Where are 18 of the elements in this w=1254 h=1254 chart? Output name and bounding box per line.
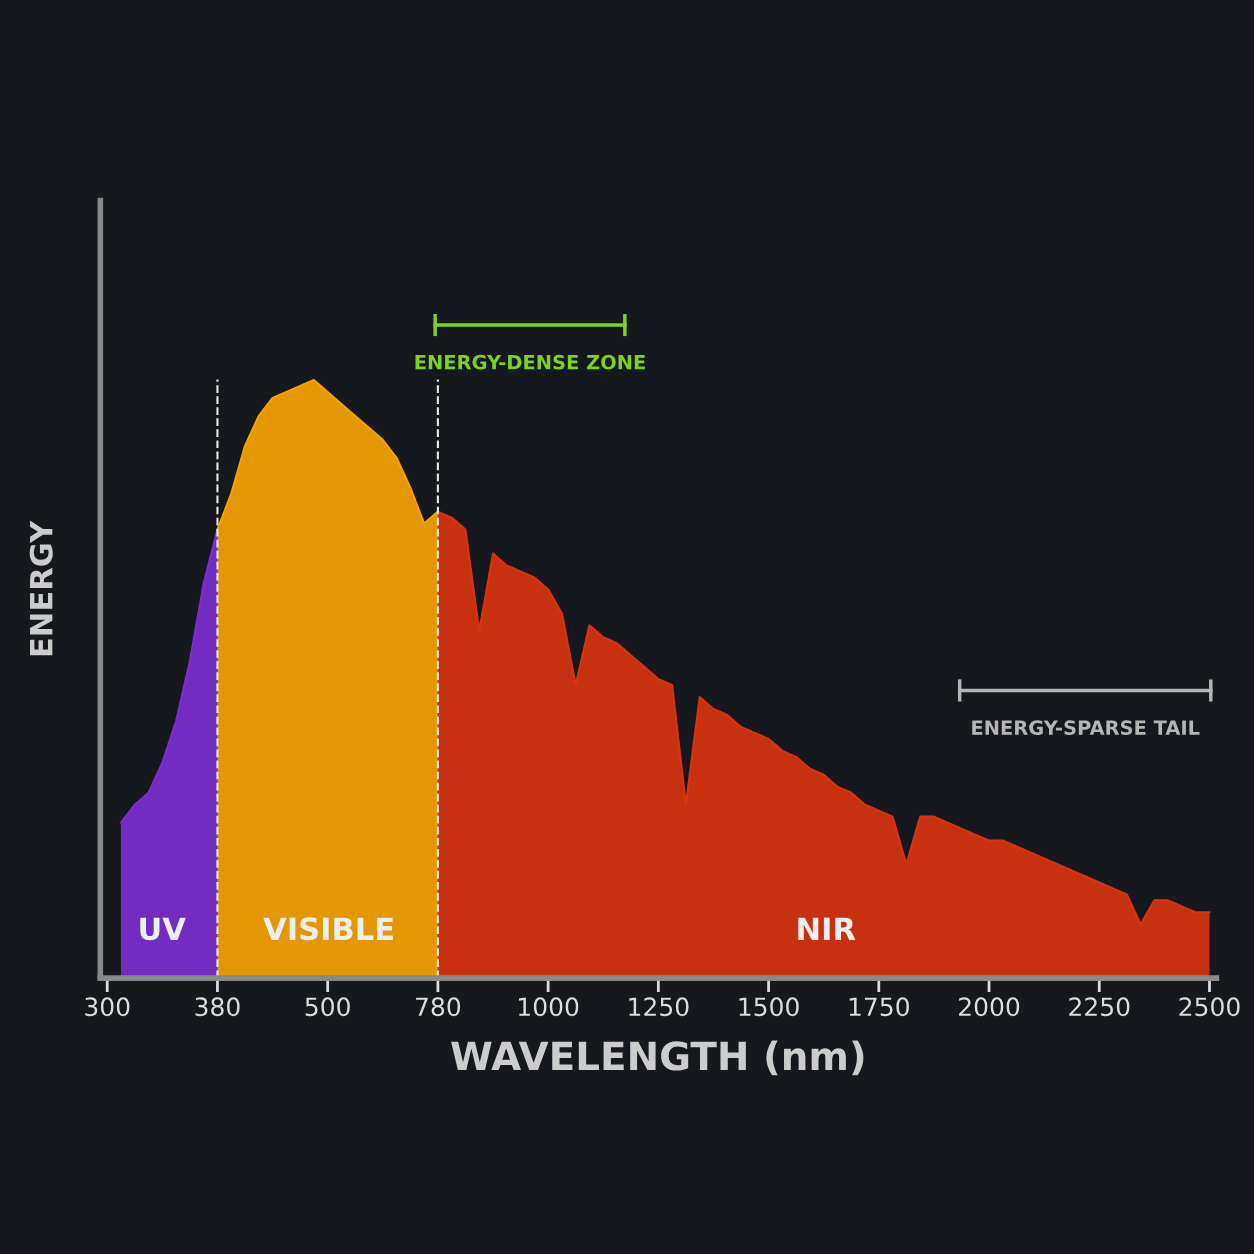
- x-tick-label: 300: [85, 997, 130, 1017]
- x-tick-label: 500: [305, 997, 350, 1017]
- x-tick-label: 780: [416, 997, 461, 1017]
- x-tick-label: 1750: [849, 997, 909, 1017]
- y-axis-title: ENERGY: [29, 520, 53, 656]
- x-tick-label: 1000: [519, 997, 579, 1017]
- annotation: VISIBLE: [263, 917, 393, 941]
- annotation: NIR: [798, 917, 856, 940]
- x-tick-label: 2250: [1069, 997, 1130, 1017]
- x-tick-label: 380: [195, 997, 240, 1017]
- x-tick-label: 2500: [1179, 997, 1240, 1017]
- x-tick-label: 2000: [959, 997, 1020, 1017]
- x-tick-label: 1250: [629, 997, 689, 1017]
- x-tick-label: 1500: [739, 997, 799, 1017]
- text: ENERGY-DENSE ZONE: [415, 354, 645, 370]
- annotation: UV: [140, 917, 186, 941]
- annotation: ENERGY-SPARSE TAIL: [972, 720, 1200, 735]
- x-axis-title: WAVELENGTH (nm): [451, 1040, 864, 1076]
